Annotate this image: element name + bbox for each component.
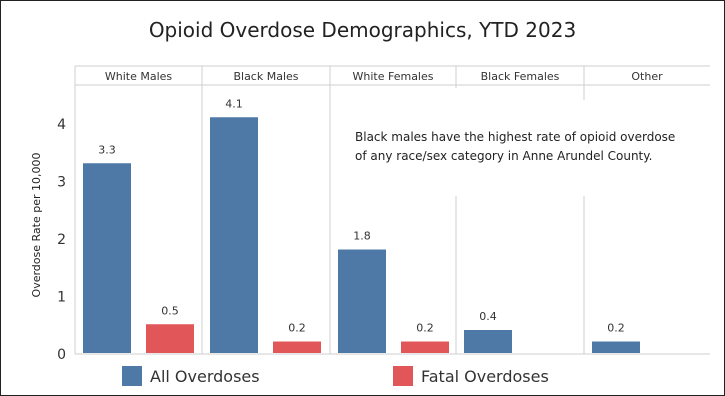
- data-label: 0.2: [288, 322, 306, 335]
- bar-fatal-overdoses: [146, 324, 194, 353]
- y-tick-label: 0: [57, 347, 66, 363]
- category-label: White Males: [105, 70, 173, 83]
- y-tick-label: 4: [57, 117, 66, 133]
- y-tick-label: 1: [57, 290, 66, 306]
- bar-all-overdoses: [338, 249, 386, 353]
- y-axis-label: Overdose Rate per 10,000: [30, 153, 43, 298]
- y-tick-label: 2: [57, 232, 66, 248]
- legend-label: All Overdoses: [150, 367, 260, 386]
- category-label: Black Females: [481, 70, 560, 83]
- category-label: Black Males: [233, 70, 298, 83]
- legend-swatch: [122, 366, 142, 386]
- annotation-text: Black males have the highest rate of opi…: [355, 130, 675, 144]
- bar-fatal-overdoses: [273, 341, 321, 353]
- legend-swatch: [393, 366, 413, 386]
- bar-all-overdoses: [83, 163, 131, 353]
- data-label: 1.8: [353, 230, 371, 243]
- data-label: 0.2: [607, 322, 625, 335]
- data-label: 0.5: [161, 304, 179, 317]
- data-label: 4.1: [225, 97, 243, 110]
- category-label: Other: [631, 70, 663, 83]
- bar-all-overdoses: [210, 117, 258, 353]
- annotation-text: of any race/sex category in Anne Arundel…: [355, 149, 652, 163]
- chart-title: Opioid Overdose Demographics, YTD 2023: [148, 18, 577, 42]
- y-tick-label: 3: [57, 175, 66, 191]
- bar-all-overdoses: [592, 341, 640, 353]
- bar-all-overdoses: [464, 330, 512, 353]
- data-label: 0.2: [416, 322, 434, 335]
- data-label: 0.4: [479, 310, 497, 323]
- legend-label: Fatal Overdoses: [421, 367, 549, 386]
- bar-fatal-overdoses: [401, 341, 449, 353]
- data-label: 3.3: [98, 143, 116, 156]
- category-label: White Females: [353, 70, 434, 83]
